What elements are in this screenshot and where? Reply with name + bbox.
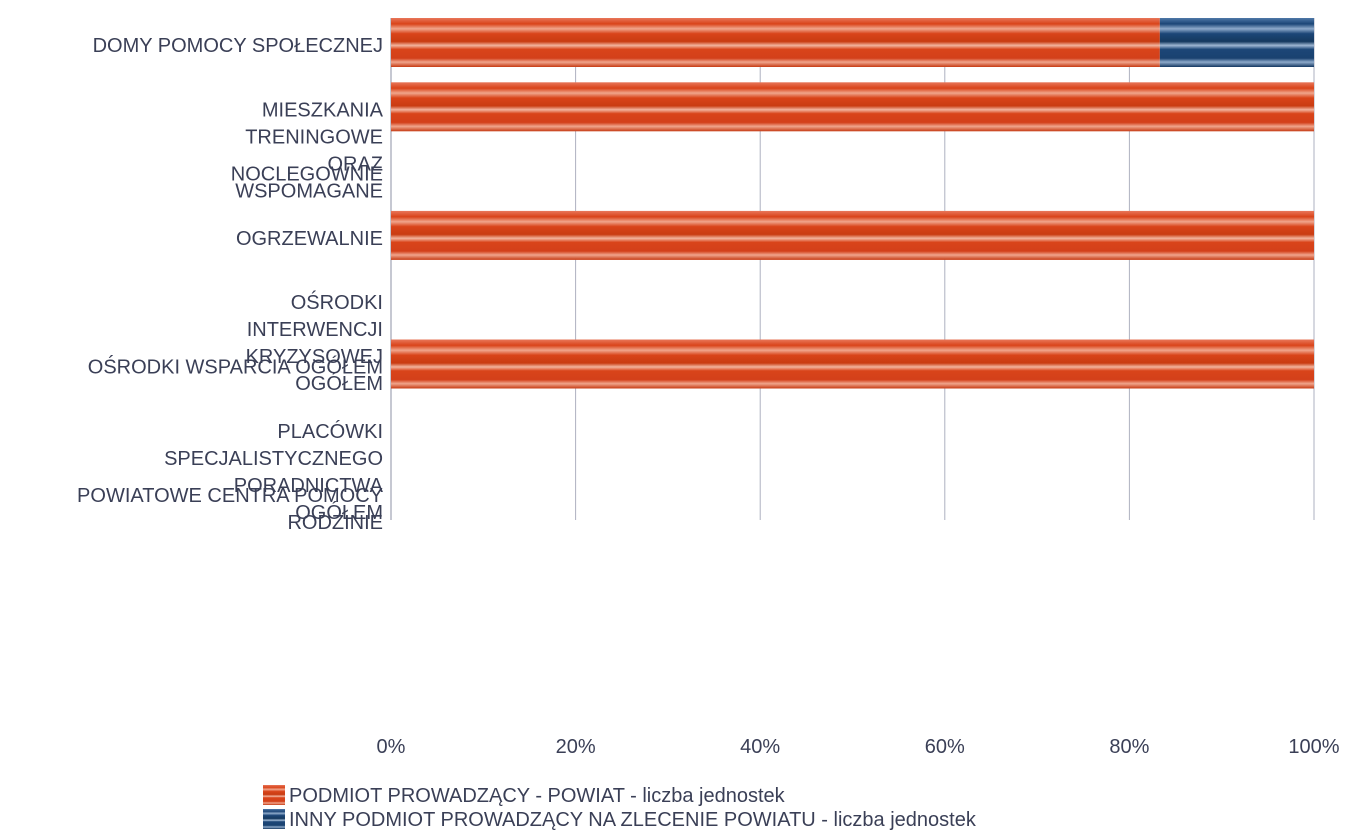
category-label-line: DOMY POMOCY SPOŁECZNEJ [93,35,383,57]
category-label-line: SPECJALISTYCZNEGO [164,448,383,470]
x-axis-ticks: 0% 20% 40% 60% 80% 100% [377,736,1340,758]
bar-segment [1159,18,1314,67]
category-label-line: NOCLEGOWNIE [231,164,383,186]
category-labels: DOMY POMOCY SPOŁECZNEJ MIESZKANIA TRENINGO… [77,35,384,534]
category-label: DOMY POMOCY SPOŁECZNEJ [93,35,383,57]
category-label-line: OŚRODKI WSPARCIA OGÓŁEM [88,355,383,379]
legend-label: INNY PODMIOT PROWADZĄCY NA ZLECENIE POWI… [289,809,977,831]
legend: PODMIOT PROWADZĄCY - POWIAT - liczba jed… [263,785,977,831]
category-label-line: WSPOMAGANE [235,180,383,202]
category-label-line: TRENINGOWE [245,126,383,148]
bar-segment [391,18,1160,67]
x-tick-label: 80% [1109,736,1149,758]
category-label: OGRZEWALNIE [236,228,383,250]
category-label-line: MIESZKANIA [262,99,384,121]
category-label-line: ORAZ [327,153,383,175]
category-label-line: KRYZYSOWEJ [246,346,383,368]
bar-segment [391,210,1314,260]
category-label-line: OŚRODKI [291,290,383,314]
category-label-line: PORADNICTWA [234,475,384,497]
bar-segment [391,82,1314,132]
category-label-line: RODZINIE [287,512,383,534]
legend-label: PODMIOT PROWADZĄCY - POWIAT - liczba jed… [289,785,786,807]
category-label-line: OGÓŁEM [295,372,383,395]
category-label: OŚRODKI WSPARCIA OGÓŁEM [88,355,383,379]
category-label: MIESZKANIA TRENINGOWE ORAZ WSPOMAGANE [235,99,383,202]
category-label: OŚRODKI INTERWENCJI KRYZYSOWEJ OGÓŁEM [246,290,383,395]
category-label-line: POWIATOWE CENTRA POMOCY [77,485,383,507]
bars [391,18,1314,389]
category-label: NOCLEGOWNIE [231,164,383,186]
legend-swatch [263,785,285,805]
category-label-line: OGRZEWALNIE [236,228,383,250]
category-label-line: OGÓŁEM [295,501,383,524]
bar-segment [391,339,1314,389]
category-label-line: PLACÓWKI [277,420,383,443]
category-label: PLACÓWKI SPECJALISTYCZNEGO PORADNICTWA OGÓŁ… [164,420,384,524]
legend-swatch [263,809,285,829]
category-label-line: INTERWENCJI [247,319,383,341]
x-tick-label: 20% [556,736,596,758]
x-tick-label: 60% [925,736,965,758]
category-label: POWIATOWE CENTRA POMOCY RODZINIE [77,485,383,534]
x-tick-label: 40% [740,736,780,758]
x-tick-label: 0% [377,736,406,758]
x-tick-label: 100% [1288,736,1339,758]
